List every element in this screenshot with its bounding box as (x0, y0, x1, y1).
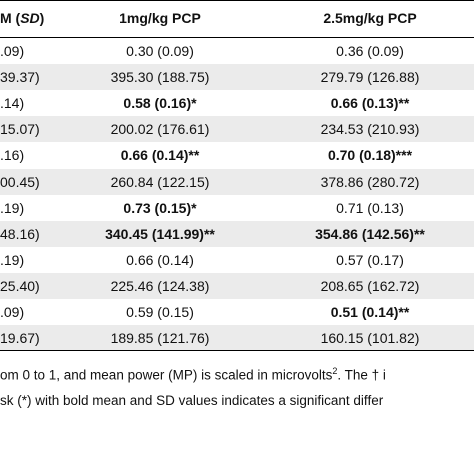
table-cell: 395.30 (188.75) (110, 69, 210, 86)
table-cell: 200.02 (176.61) (110, 121, 210, 138)
table-cell: 0.51 (0.14)** (330, 304, 410, 320)
header-cell: 2.5mg/kg PCP (323, 10, 417, 26)
table-cell: 208.65 (162.72) (320, 277, 420, 294)
table-cell: 0.73 (0.15)* (123, 199, 197, 216)
footnote-line: sk (*) with bold mean and SD values indi… (0, 393, 384, 408)
superscript: 2 (332, 366, 338, 376)
table-cell: 260.84 (122.15) (110, 173, 210, 190)
table-cell: 225.46 (124.38) (110, 277, 210, 294)
header-text: M ( (0, 10, 21, 26)
table-cell: 189.85 (121.76) (110, 330, 210, 347)
table-cell: 279.79 (126.88) (320, 69, 420, 86)
header-cell: 1mg/kg PCP (119, 10, 201, 26)
table-cell: 160.15 (101.82) (320, 330, 420, 347)
table-cell: 0.66 (0.13)** (330, 95, 410, 112)
table-cell: 48.16) (0, 225, 40, 242)
table-row: .19) 0.73 (0.15)* 0.71 (0.13) (0, 195, 474, 221)
table-row: .19) 0.66 (0.14) 0.57 (0.17) (0, 247, 474, 273)
table-cell: 354.86 (142.56)** (315, 225, 425, 242)
table-row: 39.37) 395.30 (188.75) 279.79 (126.88) (0, 64, 474, 91)
table-cell: 378.86 (280.72) (320, 173, 420, 190)
table-cell: 0.58 (0.16)* (123, 95, 197, 112)
table-cell: 0.57 (0.17) (336, 251, 404, 268)
top-rule (0, 0, 474, 1)
table-row: .09) 0.59 (0.15) 0.51 (0.14)** (0, 299, 474, 325)
table-cell: 25.40) (0, 277, 40, 294)
table-row: 48.16) 340.45 (141.99)** 354.86 (142.56)** (0, 220, 474, 247)
table-cell: 0.30 (0.09) (126, 43, 194, 59)
header-text: ) (39, 10, 45, 26)
table-row: 25.40) 225.46 (124.38) 208.65 (162.72) (0, 272, 474, 299)
table-cell: .16) (0, 147, 25, 164)
header-rule (0, 37, 474, 38)
header-first: M (SD) (0, 0, 44, 36)
table-row: 00.45) 260.84 (122.15) 378.86 (280.72) (0, 168, 474, 195)
table-row: .14) 0.58 (0.16)* 0.66 (0.13)** (0, 90, 474, 116)
footnote-line: om 0 to 1, and mean power (MP) is scaled… (0, 366, 386, 383)
footnote-text: . The † i (337, 367, 386, 383)
table-cell: .09) (0, 43, 25, 59)
footnote-text: om 0 to 1, and mean power (MP) is scaled… (0, 367, 333, 383)
table-row: 19.67) 189.85 (121.76) 160.15 (101.82) (0, 325, 474, 352)
table-row: .09) 0.30 (0.09) 0.36 (0.09) (0, 38, 474, 64)
table-cell: 15.07) (0, 121, 40, 138)
table-cell: 234.53 (210.93) (320, 121, 420, 138)
header-italic: SD (20, 10, 40, 26)
table-row: .16) 0.66 (0.14)** 0.70 (0.18)*** (0, 142, 474, 168)
table-cell: .19) (0, 199, 25, 216)
bottom-rule (0, 350, 474, 351)
table-row: 15.07) 200.02 (176.61) 234.53 (210.93) (0, 116, 474, 143)
table-cell: 00.45) (0, 173, 40, 190)
table-cell: 0.71 (0.13) (336, 199, 404, 216)
table-cell: 0.59 (0.15) (126, 304, 194, 320)
table-cell: .14) (0, 95, 25, 112)
table-cell: .09) (0, 304, 25, 320)
table-cell: 19.67) (0, 330, 40, 347)
table-cell: .19) (0, 251, 25, 268)
table-cell: 0.70 (0.18)*** (327, 147, 413, 164)
table-cell: 0.66 (0.14)** (120, 147, 200, 164)
table-cell: 0.66 (0.14) (126, 251, 194, 268)
table-cell: 0.36 (0.09) (336, 43, 404, 59)
table-cell: 39.37) (0, 69, 40, 86)
table-cell: 340.45 (141.99)** (105, 225, 215, 242)
